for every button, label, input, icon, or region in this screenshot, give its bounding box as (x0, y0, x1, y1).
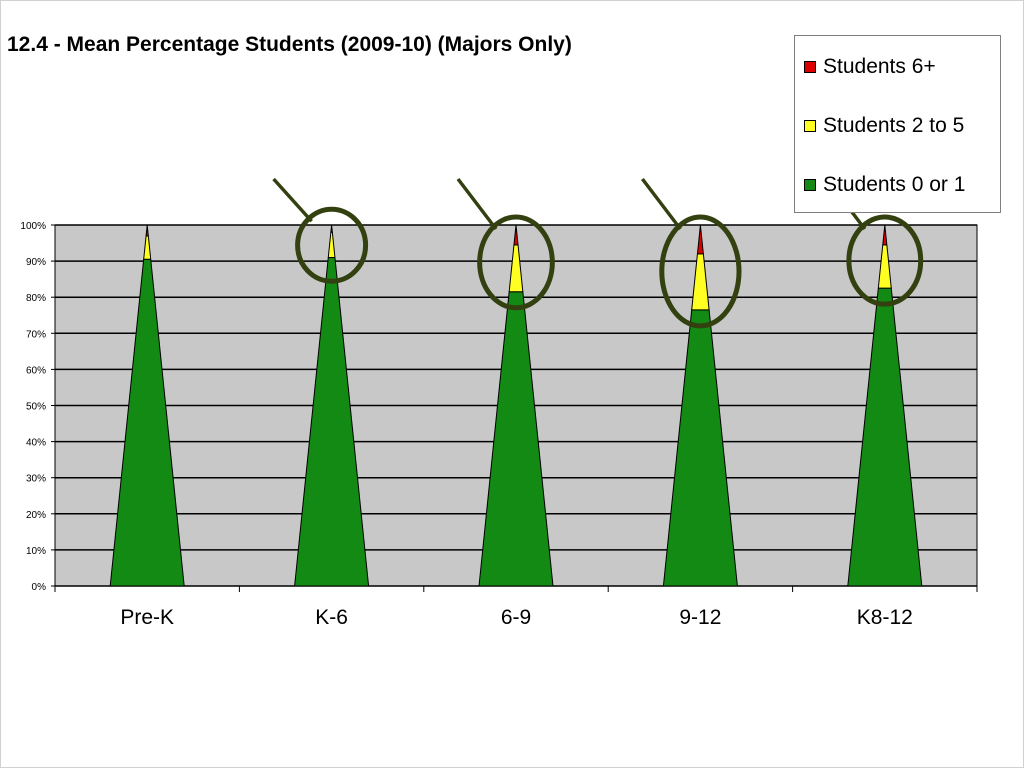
highlight-ellipse (846, 214, 924, 307)
legend-swatch-students-0-or-1 (804, 179, 816, 191)
y-tick-label: 100% (20, 221, 46, 232)
legend-label-students-2-to-5: Students 2 to 5 (823, 114, 965, 137)
x-tick-label: K8-12 (857, 606, 913, 629)
highlight-ellipse (477, 214, 555, 311)
cone-segment-9-12-students-6- (696, 224, 704, 255)
x-tick-label: K-6 (315, 606, 348, 629)
legend-item-students-2-to-5: Students 2 to 5 (804, 114, 964, 138)
y-tick-label: 20% (26, 510, 46, 521)
x-tick-label: Pre-K (120, 606, 174, 629)
legend-label-students-0-or-1: Students 0 or 1 (823, 173, 966, 196)
highlight-ellipse (659, 214, 742, 329)
legend-item-students-0-or-1: Students 0 or 1 (804, 173, 965, 197)
y-tick-label: 30% (26, 474, 46, 485)
cone-segment-pre-k-students-6- (145, 224, 149, 237)
y-tick-label: 80% (26, 293, 46, 304)
legend-label-students-6-plus: Students 6+ (823, 55, 936, 78)
y-tick-label: 90% (26, 257, 46, 268)
cone-segment-6-9-students-6- (513, 224, 519, 246)
y-tick-label: 60% (26, 365, 46, 376)
highlight-pointer (641, 177, 682, 231)
y-tick-label: 0% (32, 582, 47, 593)
y-tick-label: 50% (26, 402, 46, 413)
x-tick-label: 6-9 (501, 606, 531, 629)
legend-swatch-students-6-plus (804, 61, 816, 73)
y-tick-label: 70% (26, 329, 46, 340)
chart-title: 12.4 - Mean Percentage Students (2009-10… (7, 33, 572, 56)
y-tick-label: 10% (26, 546, 46, 557)
legend-item-students-6-plus: Students 6+ (804, 55, 936, 79)
highlight-ellipse (295, 206, 369, 284)
cone-segment-k-6-students-6- (330, 224, 333, 233)
x-tick-label: 9-12 (679, 606, 721, 629)
cone-segment-k8-12-students-6- (882, 224, 888, 246)
highlight-pointer (272, 177, 313, 223)
legend-swatch-students-2-to-5 (804, 120, 816, 132)
highlight-pointer (456, 177, 498, 231)
y-tick-label: 40% (26, 438, 46, 449)
legend: Students 6+ Students 2 to 5 Students 0 o… (794, 35, 1001, 213)
